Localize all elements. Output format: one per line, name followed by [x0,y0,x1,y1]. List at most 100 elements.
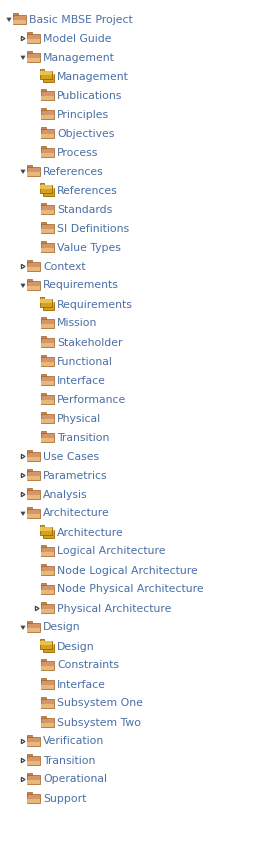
Text: Management: Management [43,53,115,63]
Bar [43,530,53,537]
Text: Model Guide: Model Guide [43,33,111,43]
Bar [41,438,53,442]
Bar [41,547,53,556]
Bar [27,761,39,765]
Text: Principles: Principles [57,110,109,120]
Bar [27,490,39,499]
Bar [41,357,53,366]
Bar [41,376,53,385]
Bar [27,450,31,452]
Text: Use Cases: Use Cases [43,451,99,462]
Bar [27,262,39,271]
Bar [41,146,45,149]
Bar [41,704,53,708]
Bar [27,51,31,54]
Bar [41,433,53,442]
Bar [41,585,53,594]
Text: Context: Context [43,262,86,271]
Bar [41,243,53,252]
Text: Architecture: Architecture [43,508,110,518]
Bar [41,583,45,586]
Bar [41,414,53,423]
Bar [41,324,53,328]
Bar [39,299,52,303]
Bar [41,127,45,129]
Bar [41,699,53,708]
Bar [41,224,53,233]
Bar [41,570,53,575]
Text: Operational: Operational [43,774,107,785]
Bar [41,229,53,233]
Bar [39,527,52,530]
Bar [43,642,46,644]
Bar [43,71,46,74]
Bar [41,412,45,415]
Bar [41,680,53,689]
Text: Transition: Transition [43,756,95,766]
Bar [43,185,46,188]
Bar [43,302,53,305]
Bar [41,718,53,727]
Bar [41,203,45,206]
Text: Subsystem One: Subsystem One [57,699,143,709]
Bar [41,317,45,320]
Bar [41,564,45,566]
Bar [43,73,53,82]
Bar [41,684,53,689]
Bar [27,471,39,480]
Bar [41,338,53,347]
Bar [41,552,53,556]
Bar [27,32,31,35]
Bar [41,604,53,613]
Text: References: References [57,185,118,196]
Bar [41,108,45,110]
Bar [41,152,53,157]
Bar [27,267,39,271]
Bar [39,185,52,189]
Text: Verification: Verification [43,736,104,746]
Bar [27,495,39,499]
Text: Objectives: Objectives [57,128,114,139]
Bar [41,609,53,613]
Bar [39,527,52,535]
Polygon shape [21,284,25,287]
Text: Requirements: Requirements [57,299,133,309]
Bar [39,183,43,185]
Text: Functional: Functional [57,356,113,366]
Bar [39,185,52,193]
Bar [27,281,39,290]
Bar [41,133,53,138]
Text: Subsystem Two: Subsystem Two [57,717,141,728]
Bar [41,89,45,92]
Text: Stakeholder: Stakeholder [57,337,123,348]
Text: Analysis: Analysis [43,490,88,500]
Bar [43,299,46,302]
Bar [27,792,31,795]
Text: Design: Design [43,622,81,632]
Bar [39,71,52,75]
Bar [41,355,45,358]
Bar [39,297,43,299]
Bar [43,643,53,651]
Bar [43,302,53,309]
Bar [41,602,45,604]
Bar [27,475,39,480]
Bar [27,794,39,803]
Bar [27,172,39,176]
Bar [27,621,31,624]
Text: Interface: Interface [57,679,106,689]
Bar [43,188,53,196]
Polygon shape [21,626,25,630]
Text: Parametrics: Parametrics [43,471,108,480]
Bar [27,456,39,461]
Text: Design: Design [57,642,95,651]
Bar [41,722,53,727]
Bar [41,209,53,214]
Bar [41,361,53,366]
Bar [41,659,45,661]
Bar [43,73,53,77]
Bar [27,507,31,509]
Bar [27,754,31,756]
Bar [27,488,31,490]
Bar [27,775,39,784]
